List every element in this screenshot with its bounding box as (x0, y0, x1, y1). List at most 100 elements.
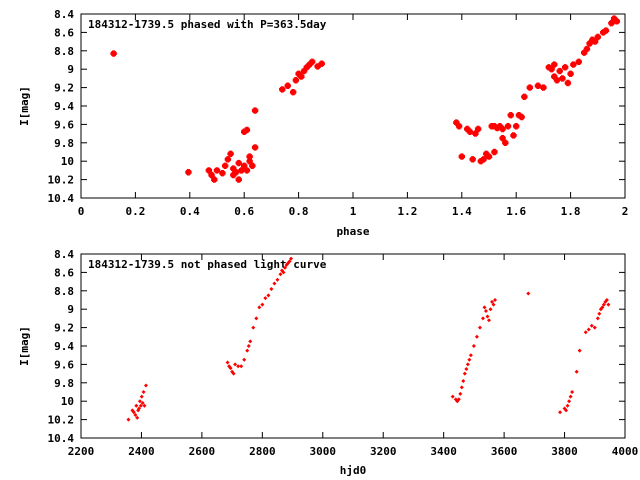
phased-data-point-core (111, 51, 117, 56)
phased-data-point-core (486, 154, 492, 159)
phased-y-tick-label: 9.8 (54, 137, 74, 150)
phased-x-axis-title: phase (336, 225, 369, 238)
phased-data-point-core (222, 163, 228, 169)
phased-x-tick-label: 1.6 (506, 205, 526, 218)
unphased-data-point (574, 369, 579, 374)
phased-data-point-core (568, 71, 573, 77)
unphased-x-tick-label: 3600 (491, 445, 518, 458)
unphased-data-point (464, 367, 469, 371)
unphased-data-point (488, 307, 493, 312)
unphased-data-point (143, 383, 148, 388)
phased-data-point-core (478, 158, 484, 164)
phased-x-tick-label: 2 (622, 205, 629, 218)
phased-data-point-core (293, 77, 299, 83)
phased-data-point-core (527, 85, 533, 90)
unphased-data-point (263, 296, 268, 301)
phased-data-point-core (315, 64, 321, 69)
unphased-x-tick-label: 4000 (612, 445, 639, 458)
unphased-data-point (468, 353, 473, 358)
unphased-data-point (570, 390, 575, 394)
unphased-data-point (450, 394, 455, 399)
unphased-data-point (135, 415, 140, 420)
unphased-data-point (586, 327, 591, 332)
phased-data-point-core (557, 68, 563, 74)
phased-data-point-core (230, 166, 236, 171)
phased-data-point-core (296, 71, 301, 77)
phased-data-point-core (497, 123, 503, 129)
unphased-data-point (275, 277, 280, 282)
phased-data-point-core (603, 28, 609, 33)
phased-data-point-core (589, 37, 595, 43)
phased-data-point-core (211, 177, 217, 182)
phased-data-point-core (475, 126, 481, 132)
unphased-data-point (461, 378, 466, 383)
unphased-y-tick-label: 8.8 (54, 285, 74, 298)
phased-y-axis-title: I[mag] (18, 86, 31, 126)
phased-data-point-core (319, 61, 325, 67)
phased-data-point-core (228, 151, 233, 157)
phased-data-point-core (541, 85, 546, 90)
phased-data-point-core (247, 158, 253, 164)
phased-plot-title: 184312-1739.5 phased with P=363.5day (88, 18, 327, 31)
phased-data-point-core (456, 123, 462, 129)
unphased-data-point (471, 344, 476, 348)
phased-data-point-core (214, 168, 220, 173)
unphased-data-point (246, 344, 251, 348)
unphased-y-tick-label: 9.6 (54, 358, 74, 371)
unphased-y-tick-label: 8.6 (54, 266, 74, 279)
phased-x-tick-label: 1.2 (397, 205, 417, 218)
phased-data-point-core (492, 149, 497, 155)
unphased-data-point (248, 339, 253, 344)
phased-data-point-core (516, 112, 522, 118)
phased-data-point-core (233, 169, 239, 175)
unphased-y-tick-label: 10.2 (48, 414, 75, 427)
phased-data-point-core (290, 89, 296, 95)
phased-data-point-core (570, 62, 576, 67)
phased-data-point-core (500, 135, 505, 141)
unphased-data-point (289, 256, 294, 261)
phased-data-point-core (595, 34, 601, 40)
phased-data-point-core (483, 151, 489, 157)
phased-data-point-core (546, 64, 552, 70)
phased-data-point-core (285, 83, 291, 89)
phased-data-point-core (505, 123, 511, 129)
phased-data-point-core (500, 126, 505, 132)
unphased-data-point (272, 281, 277, 286)
unphased-data-point (134, 403, 139, 408)
phased-x-tick-label: 0 (78, 205, 85, 218)
unphased-y-tick-label: 8.4 (54, 248, 74, 261)
unphased-data-point (482, 305, 487, 310)
unphased-x-tick-label: 2800 (249, 445, 276, 458)
phased-data-point-core (307, 62, 312, 67)
unphased-data-point (239, 364, 244, 369)
phased-data-point-core (502, 140, 508, 146)
phased-data-point-core (584, 46, 590, 52)
unphased-data-point (564, 408, 569, 413)
phased-data-point-core (614, 18, 620, 24)
unphased-x-tick-label: 3000 (310, 445, 337, 458)
unphased-data-point (278, 272, 283, 277)
unphased-data-point (269, 286, 274, 291)
phased-data-point-core (467, 129, 473, 135)
unphased-data-point (236, 364, 241, 369)
unphased-data-point (462, 371, 467, 376)
unphased-data-point (137, 399, 142, 404)
unphased-data-point (231, 371, 236, 376)
phased-y-tick-label: 10 (61, 155, 74, 168)
phased-data-point-core (535, 83, 541, 89)
unphased-data-point (141, 390, 146, 394)
unphased-data-point (604, 298, 609, 302)
unphased-data-point (592, 325, 597, 330)
unphased-y-tick-label: 9.4 (54, 340, 74, 353)
unphased-data-point (595, 316, 600, 321)
phased-y-tick-label: 9.6 (54, 118, 74, 131)
unphased-data-point (233, 362, 238, 367)
unphased-data-point (601, 302, 606, 307)
unphased-data-point (467, 357, 472, 362)
phased-x-tick-label: 0.4 (180, 205, 200, 218)
phased-data-point-core (554, 77, 560, 83)
unphased-data-point (242, 357, 247, 362)
phased-data-point-core (249, 163, 255, 169)
phased-data-point-core (241, 163, 247, 169)
unphased-plot-title: 184312-1739.5 not phased light curve (88, 258, 327, 271)
